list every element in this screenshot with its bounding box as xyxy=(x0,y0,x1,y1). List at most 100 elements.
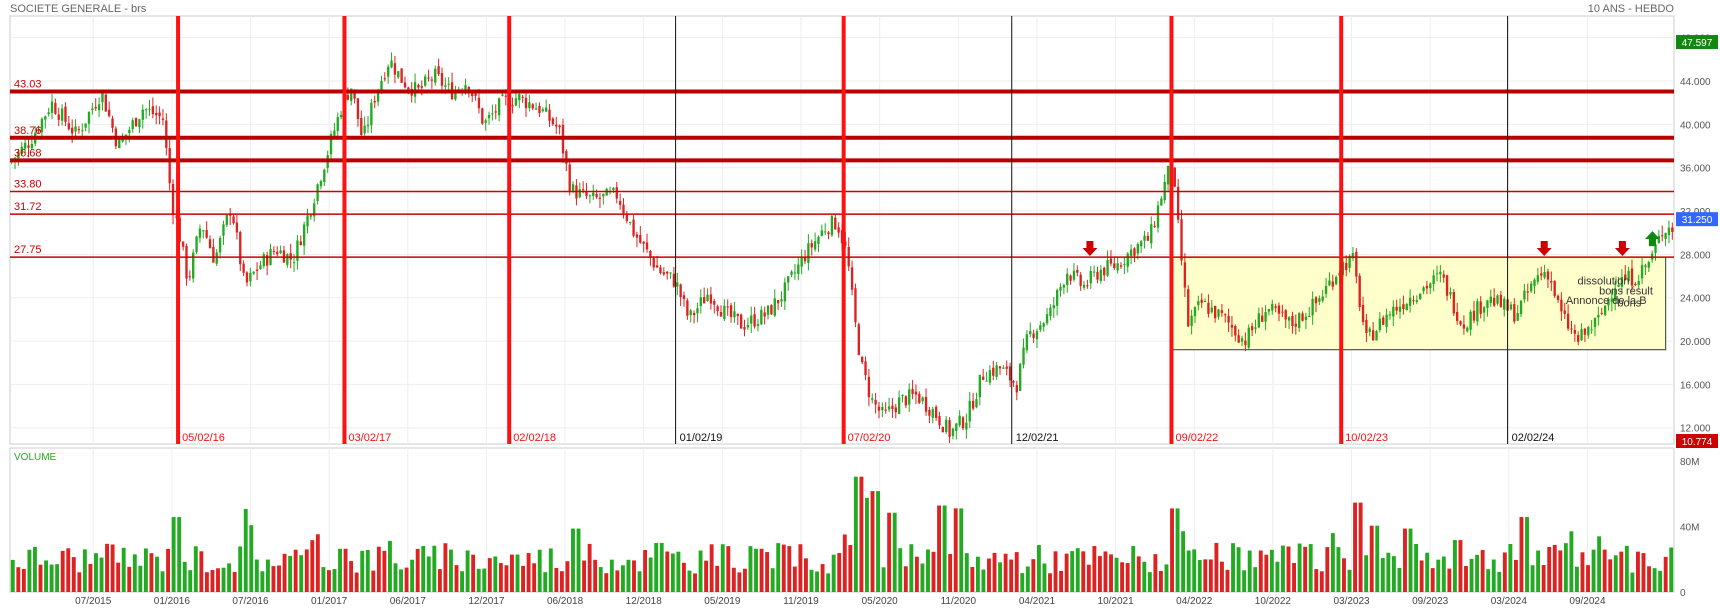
candle-body xyxy=(1197,301,1200,306)
candle-body xyxy=(780,299,783,302)
volume-bar xyxy=(765,552,770,592)
candle-body xyxy=(830,216,834,236)
candle-body xyxy=(198,228,202,238)
candle-body xyxy=(262,254,265,267)
candle-body xyxy=(215,252,218,264)
candle-body xyxy=(578,189,581,198)
time-tick-label: 12/2017 xyxy=(468,596,505,607)
volume-bar xyxy=(94,553,98,592)
candle-body xyxy=(1291,315,1294,327)
candle-body xyxy=(50,101,54,113)
event-date-label: 01/02/19 xyxy=(680,432,723,444)
candle-body xyxy=(770,305,773,315)
candle-body xyxy=(834,217,837,230)
volume-bar xyxy=(543,572,548,592)
time-tick-label: 10/2021 xyxy=(1098,596,1135,607)
candle-body xyxy=(1509,304,1513,310)
candle-body xyxy=(810,243,813,248)
candle-body xyxy=(1250,326,1254,331)
candle-body xyxy=(1476,301,1479,322)
candle-body xyxy=(877,406,881,411)
volume-bar xyxy=(1502,552,1507,592)
volume-bar xyxy=(637,571,642,592)
volume-bar xyxy=(1131,546,1136,592)
candle-body xyxy=(323,169,326,183)
volume-bar xyxy=(1025,566,1030,592)
candle-body xyxy=(854,288,857,323)
volume-bar xyxy=(432,545,437,592)
candle-body xyxy=(988,370,992,383)
volume-bar xyxy=(1158,570,1163,592)
volume-bar xyxy=(1641,553,1646,592)
candle-body xyxy=(1257,313,1261,328)
volume-bar xyxy=(1602,549,1607,592)
sell-arrow-icon xyxy=(1536,240,1552,256)
volume-bar xyxy=(1563,543,1568,592)
candle-body xyxy=(1298,313,1301,329)
volume-bar xyxy=(171,517,176,592)
volume-bar xyxy=(1164,564,1169,592)
candle-body xyxy=(1160,198,1163,206)
candle-body xyxy=(319,181,323,187)
candle-body xyxy=(1466,327,1469,332)
volume-bar xyxy=(49,564,54,592)
candle-body xyxy=(350,88,353,101)
candle-body xyxy=(1496,295,1499,304)
volume-bar xyxy=(44,560,48,592)
volume-bar xyxy=(870,491,875,592)
volume-bar xyxy=(1475,554,1480,592)
volume-bar xyxy=(598,567,603,592)
candle-body xyxy=(1355,251,1358,277)
volume-bar xyxy=(554,567,559,592)
candle-body xyxy=(185,245,188,279)
candle-body xyxy=(773,298,776,316)
candle-body xyxy=(1634,283,1637,286)
candle-body xyxy=(84,123,87,128)
candle-body xyxy=(1213,305,1217,319)
candle-body xyxy=(713,300,716,305)
candle-body xyxy=(985,380,988,382)
candle-body xyxy=(1284,310,1287,320)
volume-bar xyxy=(548,548,553,592)
candle-body xyxy=(504,95,508,97)
annotation-text: bons xyxy=(1617,297,1641,309)
volume-bar xyxy=(532,563,537,592)
candle-body xyxy=(407,87,410,90)
candle-body xyxy=(1429,283,1432,289)
candle-body xyxy=(255,269,259,271)
candle-body xyxy=(1388,314,1392,316)
candle-body xyxy=(252,271,255,274)
candle-body xyxy=(366,124,370,127)
candle-body xyxy=(447,83,450,85)
candle-body xyxy=(1227,315,1230,323)
volume-bar xyxy=(204,572,209,592)
volume-bar xyxy=(720,544,725,592)
volume-bar xyxy=(487,558,492,592)
volume-bar xyxy=(792,566,797,592)
candle-body xyxy=(195,236,198,253)
annotation-text: bons résult xyxy=(1599,285,1653,297)
candle-body xyxy=(202,230,205,232)
candle-body xyxy=(824,231,827,233)
volume-bar xyxy=(903,566,908,592)
volume-bar xyxy=(781,544,786,592)
volume-bar xyxy=(953,508,958,592)
volume-bar xyxy=(388,540,392,592)
candle-body xyxy=(1022,347,1025,365)
volume-bar xyxy=(1009,559,1014,592)
candle-body xyxy=(1455,312,1459,321)
volume-bar xyxy=(498,563,503,592)
candle-body xyxy=(1452,292,1455,314)
candle-body xyxy=(1166,165,1170,185)
candle-body xyxy=(225,214,229,225)
volume-bar xyxy=(571,528,575,592)
candle-body xyxy=(1294,323,1297,327)
candle-body xyxy=(1435,273,1439,275)
volume-bar xyxy=(66,548,71,592)
candle-body xyxy=(1519,300,1523,315)
candle-body xyxy=(1526,291,1529,293)
volume-bar xyxy=(804,558,808,592)
candle-body xyxy=(54,102,57,114)
volume-tick-label: 0 xyxy=(1680,588,1686,599)
